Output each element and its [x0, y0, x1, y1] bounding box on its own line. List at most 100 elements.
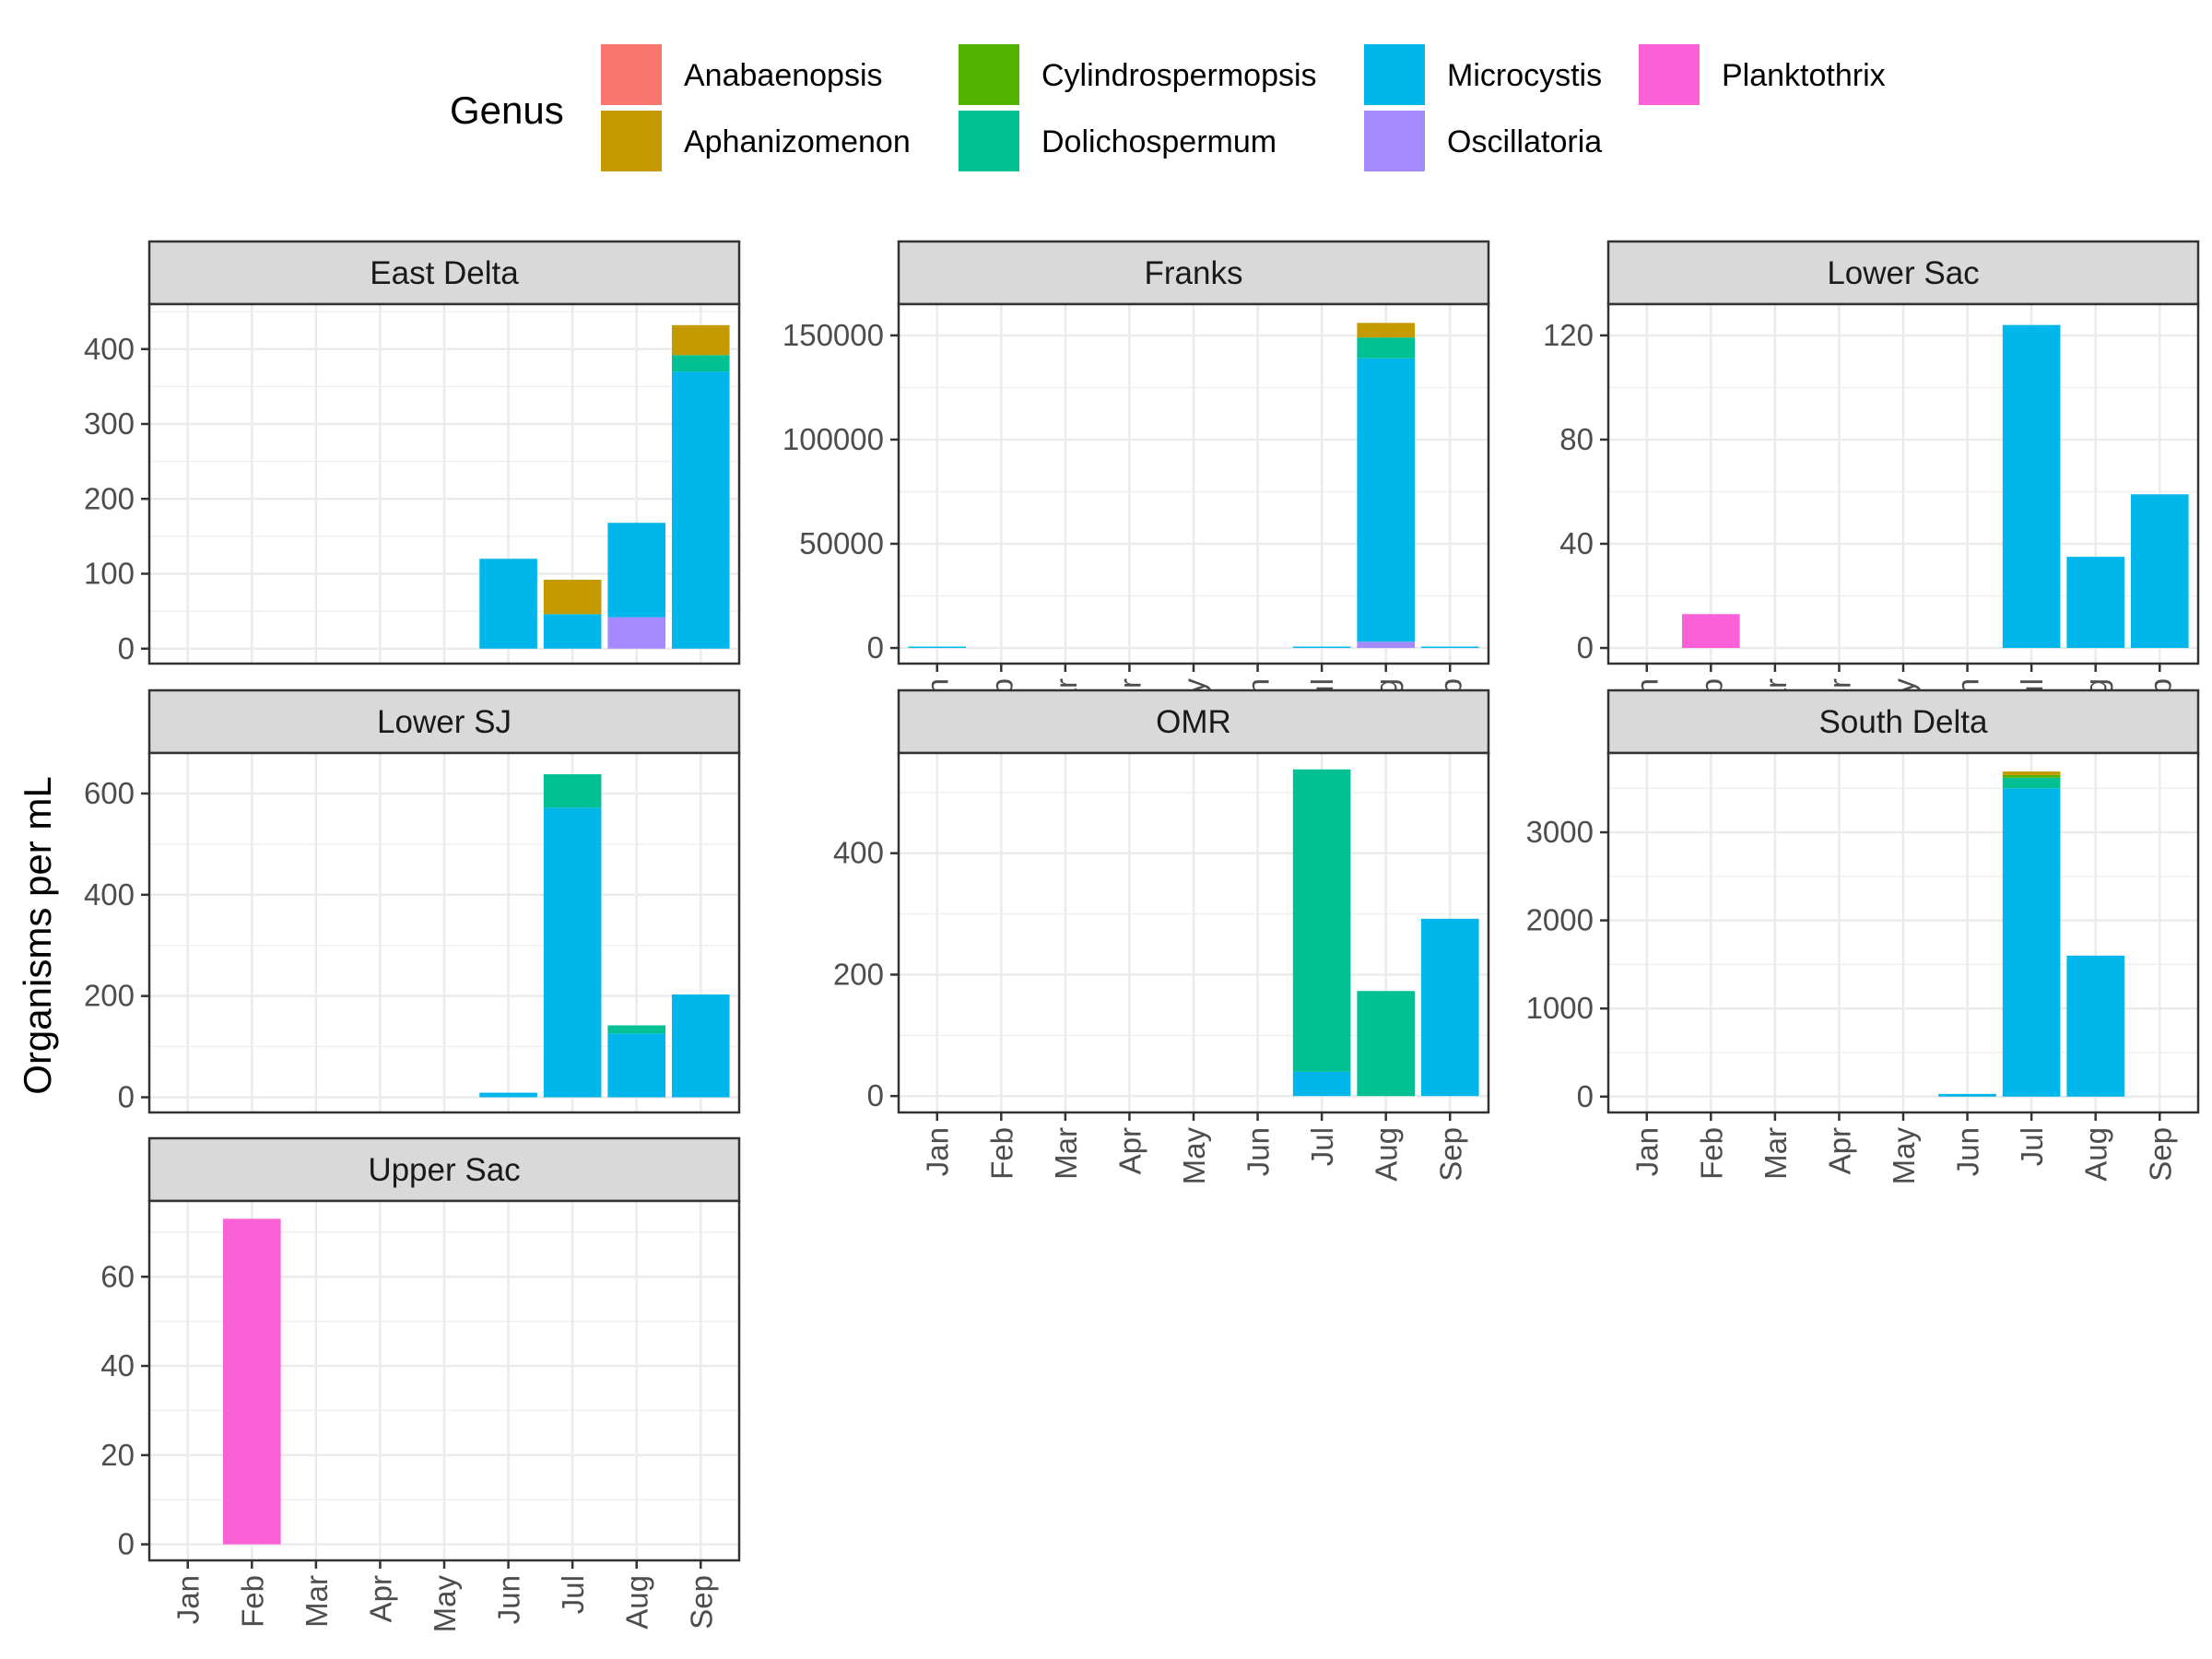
y-axis-title: Organisms per mL — [16, 776, 59, 1094]
y-tick-label: 100 — [84, 557, 135, 591]
y-tick-label: 3000 — [1526, 815, 1594, 849]
bar-aug — [2066, 955, 2124, 1097]
y-tick-label: 2000 — [1526, 903, 1594, 937]
bar-aug — [1357, 991, 1415, 1097]
bar-segment-microcystis — [671, 994, 730, 1098]
x-tick-label: Feb — [235, 1575, 269, 1628]
panel-title: East Delta — [370, 255, 519, 291]
panel-strip — [147, 688, 741, 755]
bar-segment-dolichospermum — [543, 774, 602, 808]
bar-jul — [1292, 646, 1351, 649]
bar-segment-microcystis — [1420, 918, 1479, 1097]
bar-segment-microcystis — [543, 807, 602, 1098]
x-tick-label: Mar — [1049, 1127, 1083, 1180]
y-tick-label: 60 — [100, 1259, 135, 1293]
bar-segment-dolichospermum — [2002, 777, 2061, 789]
bar-sep — [1420, 646, 1479, 649]
panel-omr: OMR 0 200 400 Jan Feb Mar Apr May Jun Jul Aug Sep — [833, 688, 1490, 1184]
y-tick-label: 0 — [867, 630, 884, 665]
bar-aug — [607, 523, 665, 649]
y-tick-label: 200 — [833, 957, 884, 991]
bar-jul — [543, 580, 602, 649]
panel-title: Lower Sac — [1827, 255, 1979, 291]
bar-segment-microcystis — [1938, 1093, 1996, 1097]
bar-segment-microcystis — [671, 371, 730, 649]
y-tick-label: 1000 — [1526, 991, 1594, 1025]
y-tick-label: 150000 — [782, 318, 884, 352]
bar-segment-oscillatoria — [1357, 641, 1415, 649]
y-tick-label: 80 — [1559, 422, 1594, 456]
x-tick-label: Apr — [363, 1575, 397, 1622]
bar-segment-aphanizomenon — [1357, 323, 1415, 338]
bar-segment-microcystis — [1420, 646, 1479, 649]
panel-strip — [147, 240, 741, 306]
legend-label-aphanizomenon: Aphanizomenon — [684, 124, 911, 159]
bar-segment-microcystis — [479, 1092, 537, 1098]
legend-entry-dolichospermum: Dolichospermum — [959, 111, 1277, 171]
bar-segment-planktothrix — [223, 1218, 281, 1545]
x-tick-label: Mar — [300, 1575, 334, 1628]
bars — [479, 774, 730, 1098]
y-tick-label: 120 — [1543, 318, 1594, 352]
bar-aug — [2066, 557, 2124, 649]
y-axis: 0 40 80 120 — [1543, 318, 1608, 665]
bar-segment-microcystis — [908, 646, 967, 649]
legend: Genus Anabaenopsis Aphanizomenon Cylindrosp… — [450, 44, 1886, 171]
bar-segment-oscillatoria — [607, 617, 665, 649]
y-tick-label: 40 — [1559, 526, 1594, 560]
legend-key-aphanizomenon — [601, 111, 662, 171]
y-tick-label: 50000 — [799, 526, 884, 560]
x-tick-label: Sep — [684, 1575, 718, 1630]
bar-segment-microcystis — [479, 559, 537, 649]
x-tick-label: Jul — [556, 1575, 590, 1614]
x-tick-label: Aug — [1370, 1127, 1404, 1182]
bars — [223, 1218, 281, 1545]
y-tick-label: 0 — [1577, 1079, 1594, 1113]
bar-segment-microcystis — [2002, 788, 2061, 1097]
x-tick-label: Feb — [984, 1127, 1018, 1180]
legend-key-planktothrix — [1639, 44, 1700, 105]
x-tick-label: Jul — [1305, 1127, 1339, 1166]
legend-title: Genus — [450, 88, 564, 132]
bars — [1938, 771, 2124, 1097]
panel-strip — [897, 240, 1490, 306]
panel-title: Lower SJ — [377, 704, 512, 740]
legend-label-cylindrospermopsis: Cylindrospermopsis — [1041, 58, 1317, 93]
x-tick-label: Jul — [2015, 1127, 2049, 1166]
x-tick-label: May — [428, 1575, 462, 1633]
panel-title: Upper Sac — [368, 1152, 520, 1188]
bars — [908, 323, 1479, 649]
legend-key-oscillatoria — [1364, 111, 1425, 171]
bar-segment-microcystis — [2002, 324, 2061, 649]
bar-jul — [2002, 771, 2061, 1097]
y-axis: 0 200 400 — [833, 836, 899, 1112]
bar-jun — [1938, 1093, 1996, 1097]
y-tick-label: 100000 — [782, 422, 884, 456]
x-tick-label: Jan — [171, 1575, 206, 1624]
y-tick-label: 20 — [100, 1438, 135, 1472]
y-tick-label: 0 — [867, 1078, 884, 1112]
bars — [479, 324, 730, 649]
bar-sep — [671, 324, 730, 649]
x-tick-label: May — [1887, 1127, 1921, 1185]
y-axis: 0 200 400 600 — [84, 776, 149, 1114]
panel-franks: Franks050000100000150000JanFebMarAprMayJ… — [782, 240, 1490, 735]
legend-entry-planktothrix: Planktothrix — [1639, 44, 1886, 105]
x-tick-label: Sep — [2143, 1127, 2177, 1182]
legend-label-oscillatoria: Oscillatoria — [1447, 124, 1602, 159]
x-tick-label: Apr — [1112, 1127, 1147, 1174]
legend-label-planktothrix: Planktothrix — [1722, 58, 1886, 93]
legend-entry-aphanizomenon: Aphanizomenon — [601, 111, 911, 171]
bar-segment-dolichospermum — [671, 355, 730, 372]
legend-entry-anabaenopsis: Anabaenopsis — [601, 44, 883, 105]
y-tick-label: 300 — [84, 406, 135, 441]
y-tick-label: 200 — [84, 979, 135, 1013]
bar-feb — [1682, 614, 1740, 649]
bar-sep — [2130, 494, 2189, 649]
y-tick-label: 0 — [118, 1527, 135, 1561]
legend-entry-microcystis: Microcystis — [1364, 44, 1602, 105]
x-tick-label: Mar — [1759, 1127, 1793, 1180]
panel-title: Franks — [1145, 255, 1243, 291]
x-tick-label: Jun — [492, 1575, 526, 1624]
